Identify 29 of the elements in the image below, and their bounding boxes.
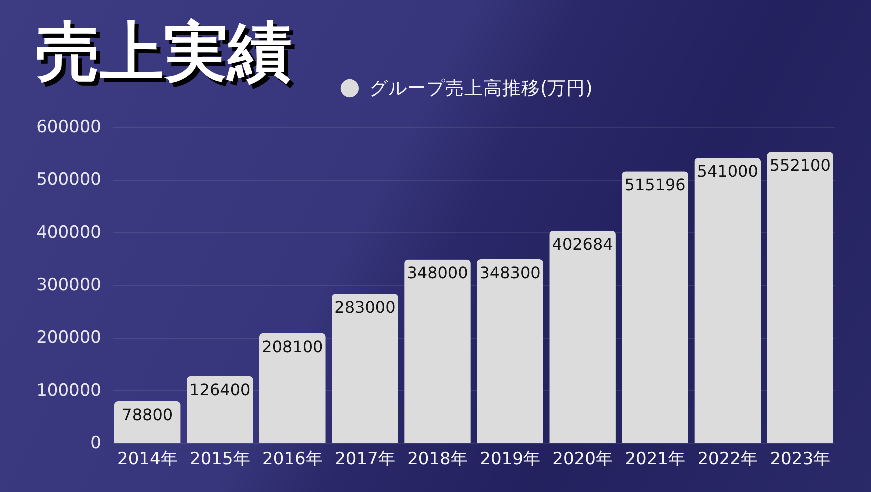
y-tick-label: 400000	[36, 222, 102, 243]
x-tick-label: 2015年	[190, 450, 250, 470]
data-label: 348000	[407, 264, 468, 283]
x-tick-label: 2023年	[770, 450, 830, 470]
x-tick-label: 2014年	[118, 450, 178, 470]
data-label: 208100	[262, 337, 324, 356]
x-tick-label: 2019年	[480, 450, 540, 470]
x-tick-label: 2022年	[698, 450, 758, 470]
x-tick-label: 2018年	[408, 450, 468, 470]
x-tick-label: 2020年	[552, 450, 613, 470]
data-label: 283000	[334, 298, 396, 317]
data-label: 515196	[624, 176, 686, 195]
data-label: 552100	[770, 156, 831, 176]
legend-label: グループ売上高推移(万円)	[369, 78, 593, 100]
x-tick-label: 2021年	[625, 450, 686, 470]
data-label: 348300	[480, 264, 541, 283]
y-tick-label: 500000	[36, 170, 102, 190]
y-tick-label: 100000	[36, 380, 102, 401]
y-tick-label: 300000	[36, 276, 102, 296]
x-tick-label: 2016年	[262, 450, 323, 470]
data-label: 402684	[552, 234, 614, 254]
data-label: 541000	[697, 162, 758, 182]
y-tick-label: 600000	[36, 118, 102, 138]
y-tick-label: 0	[90, 434, 102, 454]
data-label: 126400	[190, 380, 251, 400]
x-tick-label: 2017年	[335, 450, 396, 470]
y-tick-label: 200000	[36, 328, 102, 348]
data-label: 78800	[122, 406, 174, 424]
chart-title: 売上実績	[36, 16, 292, 90]
